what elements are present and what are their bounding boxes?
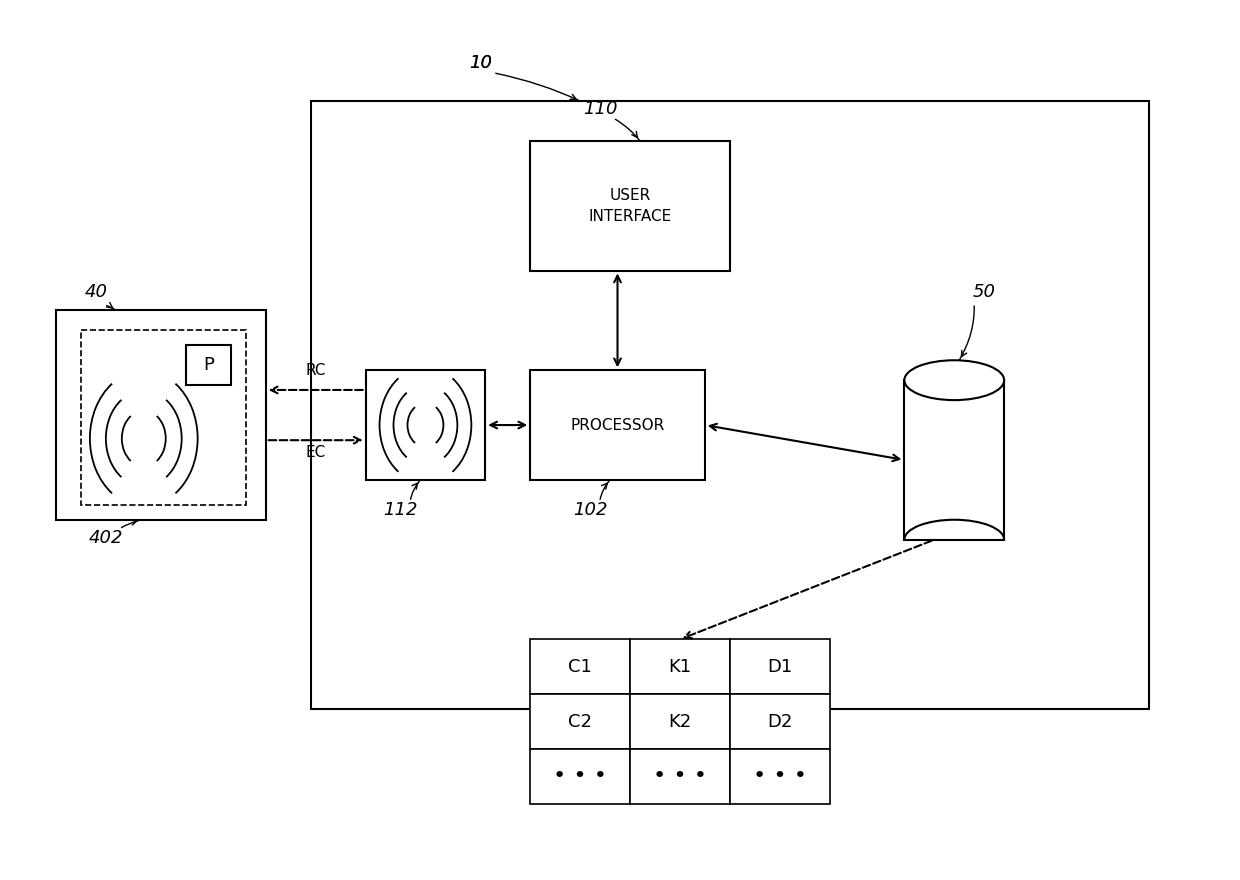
Text: • • •: • • •	[753, 766, 807, 787]
Bar	[531, 370, 704, 480]
Text: K2: K2	[668, 713, 692, 730]
Text: 10: 10	[469, 55, 492, 72]
Bar	[730, 749, 830, 803]
Bar	[56, 311, 265, 520]
Bar	[311, 101, 1148, 709]
Text: 112: 112	[383, 501, 418, 519]
Text: P: P	[203, 356, 213, 374]
Text: K1: K1	[668, 657, 692, 676]
Text: EC: EC	[305, 445, 326, 460]
Bar	[730, 694, 830, 749]
Text: 110: 110	[583, 100, 618, 118]
Text: 10: 10	[469, 55, 492, 72]
Text: C1: C1	[568, 657, 591, 676]
Text: 102: 102	[573, 501, 608, 519]
Bar	[531, 749, 630, 803]
Bar	[630, 694, 730, 749]
Bar	[904, 380, 1004, 539]
Bar	[531, 694, 630, 749]
Bar	[630, 640, 730, 694]
Text: 402: 402	[89, 529, 124, 546]
Text: D1: D1	[768, 657, 792, 676]
Bar	[366, 370, 485, 480]
Bar	[630, 749, 730, 803]
Text: USER
INTERFACE: USER INTERFACE	[588, 187, 672, 224]
Ellipse shape	[904, 360, 1004, 400]
Text: PROCESSOR: PROCESSOR	[570, 417, 665, 433]
Bar	[905, 380, 1003, 382]
Text: 50: 50	[972, 283, 996, 302]
Text: • • •: • • •	[653, 766, 707, 787]
Bar	[531, 640, 630, 694]
Text: D2: D2	[768, 713, 792, 730]
Bar	[730, 640, 830, 694]
Text: C2: C2	[568, 713, 591, 730]
Text: • • •: • • •	[553, 766, 608, 787]
Bar	[81, 330, 246, 505]
Bar	[186, 345, 231, 385]
Text: 40: 40	[84, 283, 108, 302]
Text: RC: RC	[305, 363, 326, 378]
Bar	[531, 141, 730, 270]
